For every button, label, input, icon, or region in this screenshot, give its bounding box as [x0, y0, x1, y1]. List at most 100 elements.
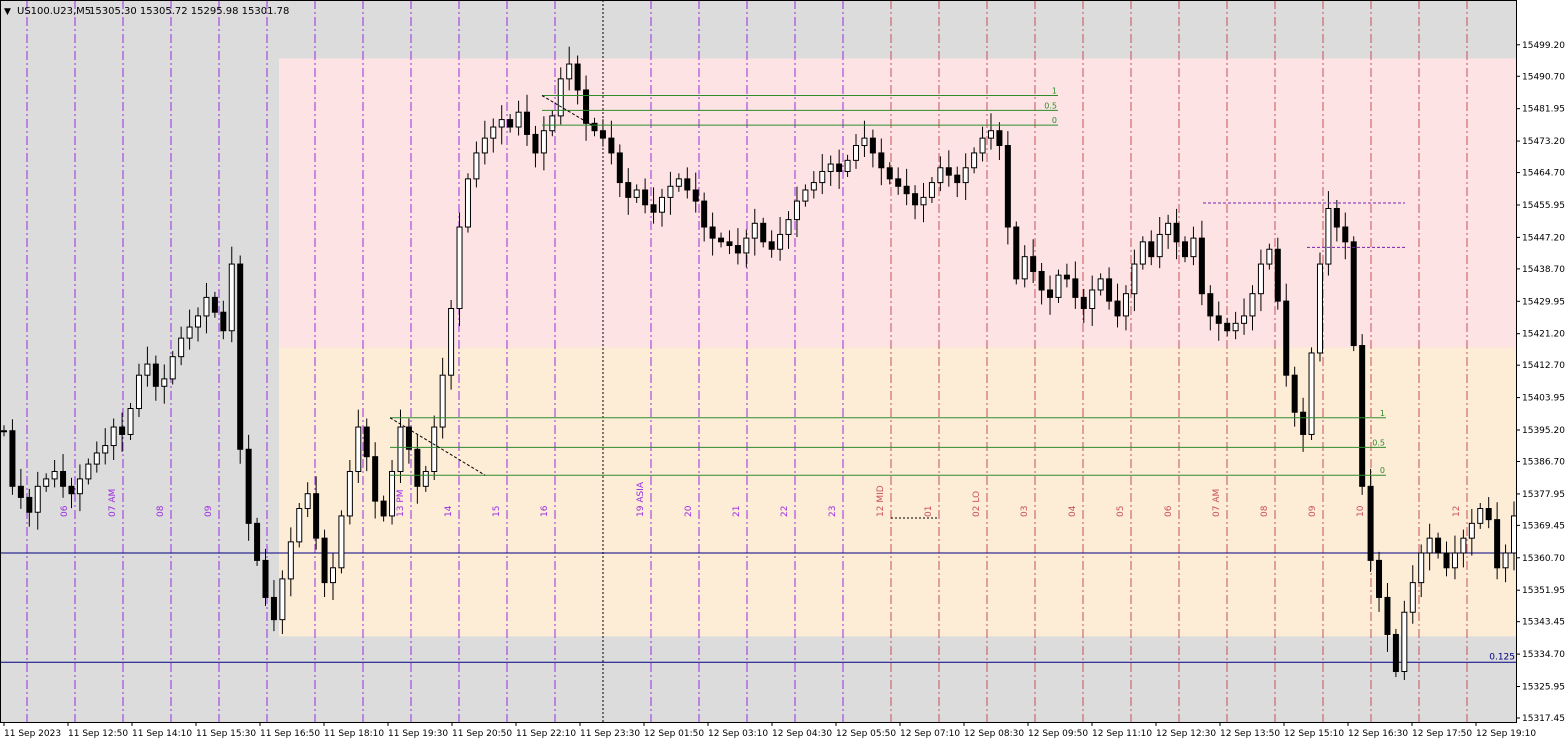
candle-body — [979, 137, 986, 154]
candle-body — [389, 470, 396, 517]
candle-body — [1511, 515, 1517, 554]
candle-body — [34, 485, 41, 513]
candle-body — [1376, 559, 1383, 598]
candle-body — [1443, 552, 1450, 569]
candle-body — [1502, 552, 1509, 569]
candle-body — [1224, 322, 1231, 332]
candle-body — [1055, 274, 1062, 298]
candle-body — [1165, 222, 1172, 235]
y-axis: 15499.20 15490.70 15481.95 15473.20 15464.70… — [1516, 41, 1565, 724]
fib-label: 0 — [1380, 466, 1385, 475]
candle-body — [515, 111, 522, 128]
candle-body — [1418, 552, 1425, 584]
candle-body — [1477, 508, 1484, 524]
candle-body — [869, 137, 876, 154]
candle-body — [1435, 537, 1442, 554]
session-label: 14 — [444, 505, 454, 517]
candle-body — [481, 137, 488, 154]
candles-layer — [1, 46, 1517, 681]
candle-body — [186, 326, 193, 339]
candle-body — [85, 463, 92, 480]
candle-body — [1097, 278, 1104, 291]
y-tick-label: 15325.95 — [1522, 683, 1565, 693]
discount-zone — [279, 347, 1516, 637]
candle-body — [760, 222, 767, 243]
candle-body — [583, 89, 590, 124]
candle-body — [1342, 226, 1349, 243]
candle-body — [1241, 315, 1248, 324]
candle-body — [9, 430, 16, 487]
y-tick-label: 15360.70 — [1522, 554, 1565, 564]
session-label: 04 — [1068, 505, 1078, 517]
candle-body — [363, 426, 370, 458]
candle-body — [540, 130, 547, 154]
session-label: 15 — [492, 506, 502, 517]
zones-layer — [279, 58, 1516, 637]
session-lines-layer — [26, 0, 1468, 722]
y-tick-label: 15317.45 — [1522, 714, 1565, 724]
candle-body — [245, 448, 252, 524]
candle-body — [1460, 537, 1467, 554]
candle-body — [1190, 237, 1197, 258]
session-label: 20 — [684, 505, 694, 517]
y-tick-label: 15403.95 — [1522, 394, 1565, 404]
candle-body — [135, 374, 142, 410]
candle-body — [903, 185, 910, 195]
candle-body — [338, 515, 345, 569]
candle-body — [296, 508, 303, 543]
header-arrow[interactable]: ▼ — [4, 7, 11, 17]
x-tick-label: 12 Sep 19:10 — [1476, 729, 1536, 739]
session-label: 22 — [780, 506, 790, 517]
candle-body — [532, 133, 539, 154]
candle-body — [1249, 293, 1256, 317]
candle-body — [684, 178, 691, 191]
candle-body — [287, 541, 294, 580]
candle-body — [1089, 289, 1096, 310]
session-label: 06 — [1164, 505, 1174, 517]
y-tick-label: 15377.95 — [1522, 490, 1565, 500]
candle-body — [237, 263, 244, 450]
y-tick-label: 15438.70 — [1522, 265, 1565, 275]
session-label: 08 — [156, 505, 166, 517]
y-tick-label: 15429.95 — [1522, 297, 1565, 307]
level-label: 0.125 — [1489, 652, 1515, 662]
candle-body — [1359, 345, 1366, 487]
candle-body — [574, 63, 581, 91]
x-tick-label: 11 Sep 16:50 — [260, 729, 320, 739]
candle-body — [709, 226, 716, 239]
candle-body — [110, 426, 117, 447]
x-tick-label: 11 Sep 2023 — [4, 729, 61, 739]
candle-body — [1038, 270, 1045, 291]
candle-body — [743, 237, 750, 254]
candle-body — [667, 185, 674, 198]
candle-body — [17, 485, 24, 498]
candle-body — [321, 537, 328, 584]
candle-body — [1494, 519, 1501, 569]
y-tick-label: 15334.70 — [1522, 650, 1565, 660]
session-label: 10 — [1356, 505, 1366, 517]
y-tick-label: 15369.45 — [1522, 521, 1565, 531]
candle-body — [650, 204, 657, 213]
candle-body — [608, 137, 615, 154]
candle-body — [1080, 296, 1087, 310]
candle-body — [785, 219, 792, 235]
x-tick-label: 12 Sep 17:50 — [1412, 729, 1472, 739]
candle-body — [279, 578, 286, 621]
candle-body — [675, 178, 682, 187]
candle-body — [473, 152, 480, 180]
y-tick-label: 15412.70 — [1522, 361, 1565, 371]
candle-body — [1, 430, 7, 433]
candle-body — [1021, 256, 1028, 280]
levels-layer: 0.125 — [0, 552, 1516, 663]
x-tick-label: 12 Sep 16:30 — [1348, 729, 1408, 739]
fib-trend-line — [389, 417, 486, 476]
session-label: 07 AM — [1212, 489, 1222, 517]
candle-body — [726, 241, 733, 247]
candle-body — [1409, 582, 1416, 613]
session-label: 08 — [1260, 505, 1270, 517]
fib-label: 1 — [1052, 87, 1057, 96]
candle-body — [68, 485, 75, 495]
candle-body — [692, 189, 699, 202]
